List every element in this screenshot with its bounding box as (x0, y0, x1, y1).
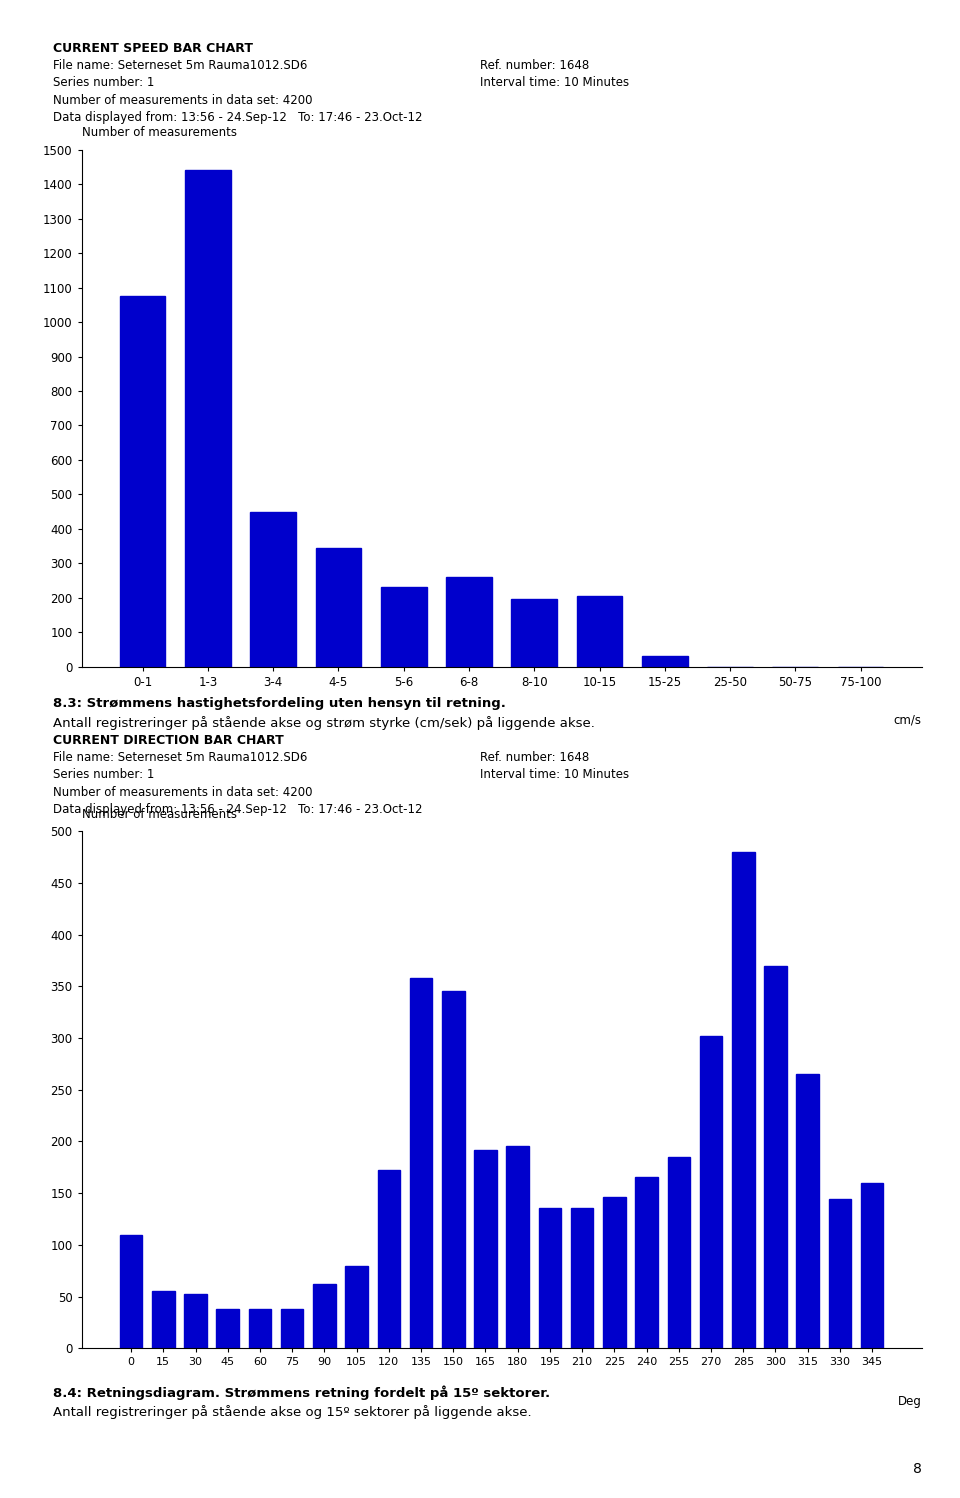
Text: File name: Seterneset 5m Rauma1012.SD6: File name: Seterneset 5m Rauma1012.SD6 (53, 60, 307, 72)
Text: Interval time: 10 Minutes: Interval time: 10 Minutes (480, 76, 629, 90)
Bar (313, 1284, 336, 1348)
Bar (571, 1207, 593, 1348)
Text: Antall registreringer på stående akse og 15º sektorer på liggende akse.: Antall registreringer på stående akse og… (53, 1405, 532, 1419)
Bar (539, 1207, 562, 1348)
Text: 8: 8 (913, 1462, 922, 1476)
Text: Number of measurements: Number of measurements (82, 126, 236, 139)
Bar (797, 1074, 819, 1348)
Text: Number of measurements in data set: 4200: Number of measurements in data set: 4200 (53, 785, 312, 798)
Bar (512, 599, 557, 667)
Bar (700, 1037, 722, 1348)
Text: 8.4: Retningsdiagram. Strømmens retning fordelt på 15º sektorer.: 8.4: Retningsdiagram. Strømmens retning … (53, 1386, 550, 1401)
Bar (861, 1183, 883, 1348)
Bar (185, 171, 230, 667)
Text: CURRENT SPEED BAR CHART: CURRENT SPEED BAR CHART (53, 42, 252, 55)
Bar (120, 297, 165, 667)
Text: Ref. number: 1648: Ref. number: 1648 (480, 752, 589, 764)
Bar (377, 1170, 400, 1348)
Bar (410, 978, 432, 1348)
Text: Deg: Deg (898, 1395, 922, 1408)
Bar (249, 1309, 272, 1348)
Bar (251, 511, 296, 667)
Bar (636, 1176, 658, 1348)
Bar (732, 852, 755, 1348)
Bar (442, 990, 465, 1348)
Text: File name: Seterneset 5m Rauma1012.SD6: File name: Seterneset 5m Rauma1012.SD6 (53, 752, 307, 764)
Bar (446, 577, 492, 667)
Text: Series number: 1: Series number: 1 (53, 76, 155, 90)
Text: CURRENT DIRECTION BAR CHART: CURRENT DIRECTION BAR CHART (53, 734, 283, 748)
Bar (764, 966, 787, 1348)
Bar (120, 1234, 142, 1348)
Bar (316, 548, 361, 667)
Bar (667, 1156, 690, 1348)
Bar (577, 596, 622, 667)
Bar (152, 1291, 175, 1348)
Bar (184, 1294, 206, 1348)
Text: Number of measurements: Number of measurements (82, 807, 236, 821)
Bar (346, 1266, 368, 1348)
Bar (381, 587, 426, 667)
Bar (507, 1146, 529, 1348)
Bar (216, 1309, 239, 1348)
Text: Data displayed from: 13:56 - 24.Sep-12   To: 17:46 - 23.Oct-12: Data displayed from: 13:56 - 24.Sep-12 T… (53, 111, 422, 124)
Text: cm/s: cm/s (894, 713, 922, 727)
Bar (642, 656, 687, 667)
Text: Data displayed from: 13:56 - 24.Sep-12   To: 17:46 - 23.Oct-12: Data displayed from: 13:56 - 24.Sep-12 T… (53, 803, 422, 816)
Bar (474, 1150, 496, 1348)
Text: Interval time: 10 Minutes: Interval time: 10 Minutes (480, 768, 629, 782)
Text: Number of measurements in data set: 4200: Number of measurements in data set: 4200 (53, 93, 312, 106)
Text: Series number: 1: Series number: 1 (53, 768, 155, 782)
Text: 8.3: Strømmens hastighetsfordeling uten hensyn til retning.: 8.3: Strømmens hastighetsfordeling uten … (53, 697, 506, 710)
Text: Antall registreringer på stående akse og strøm styrke (cm/sek) på liggende akse.: Antall registreringer på stående akse og… (53, 716, 594, 730)
Bar (828, 1200, 852, 1348)
Text: Ref. number: 1648: Ref. number: 1648 (480, 60, 589, 72)
Bar (603, 1197, 626, 1348)
Bar (281, 1309, 303, 1348)
